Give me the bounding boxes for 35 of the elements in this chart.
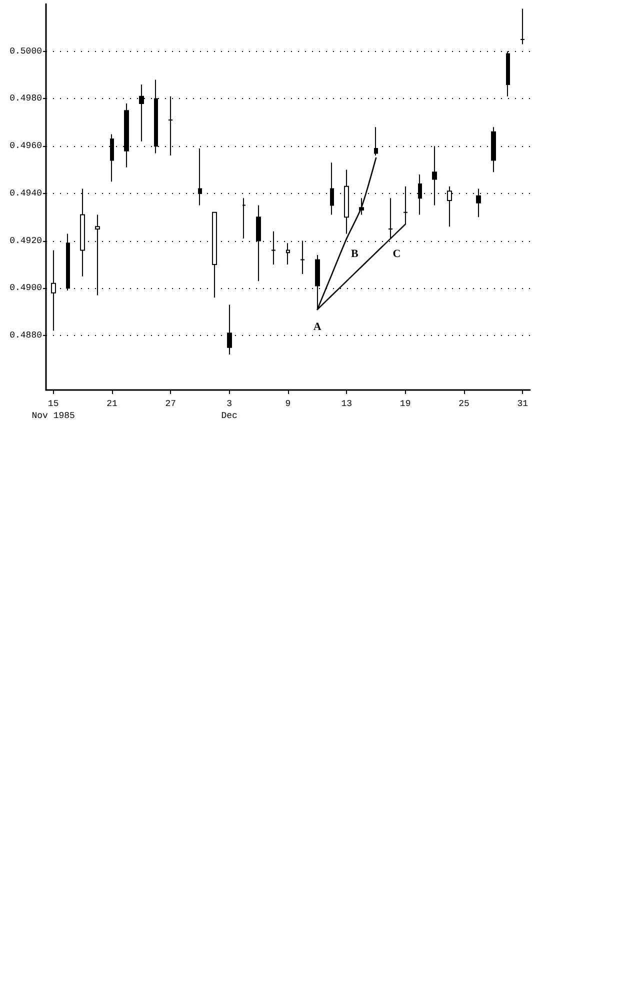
candlestick — [198, 148, 202, 206]
y-tick-label: 0.4920 — [10, 236, 42, 246]
y-tick-label: 0.4940 — [10, 188, 42, 198]
y-tick-label: 0.5000 — [10, 46, 42, 56]
y-tick-label: 0.4960 — [10, 141, 42, 152]
candlestick — [374, 126, 378, 156]
candlestick — [520, 8, 525, 45]
candlestick — [242, 198, 246, 239]
x-tick-label: 21 — [106, 399, 118, 409]
candlestick — [212, 212, 217, 298]
candlestick — [271, 230, 276, 265]
candlestick — [344, 169, 349, 234]
candlestick — [300, 240, 305, 274]
x-tick-label: 19 — [400, 399, 411, 409]
x-tick-label: 3 Dec — [221, 399, 238, 421]
annotation: C — [392, 248, 401, 260]
x-tick-label: 13 — [341, 399, 352, 409]
candlestick — [359, 198, 364, 216]
candlestick — [286, 242, 290, 265]
x-tick-label: 27 — [165, 399, 176, 409]
annotation: B — [350, 248, 359, 260]
candlestick — [491, 126, 496, 173]
candlestick — [66, 233, 70, 292]
y-tick-label: 0.4980 — [10, 94, 42, 104]
candlestick — [227, 304, 232, 355]
annotation: A — [313, 320, 322, 333]
candlestick — [51, 250, 56, 332]
x-tick-label: 15 Nov 1985 — [32, 399, 75, 421]
y-tick-label: 0.4880 — [10, 330, 42, 341]
candlestick — [330, 162, 334, 216]
x-tick-label: 25 — [458, 399, 470, 409]
candlestick — [432, 146, 437, 206]
x-tick-label: 31 — [517, 399, 528, 409]
y-tick-label: 0.4900 — [10, 283, 42, 294]
x-tick-label: 9 — [285, 399, 291, 409]
